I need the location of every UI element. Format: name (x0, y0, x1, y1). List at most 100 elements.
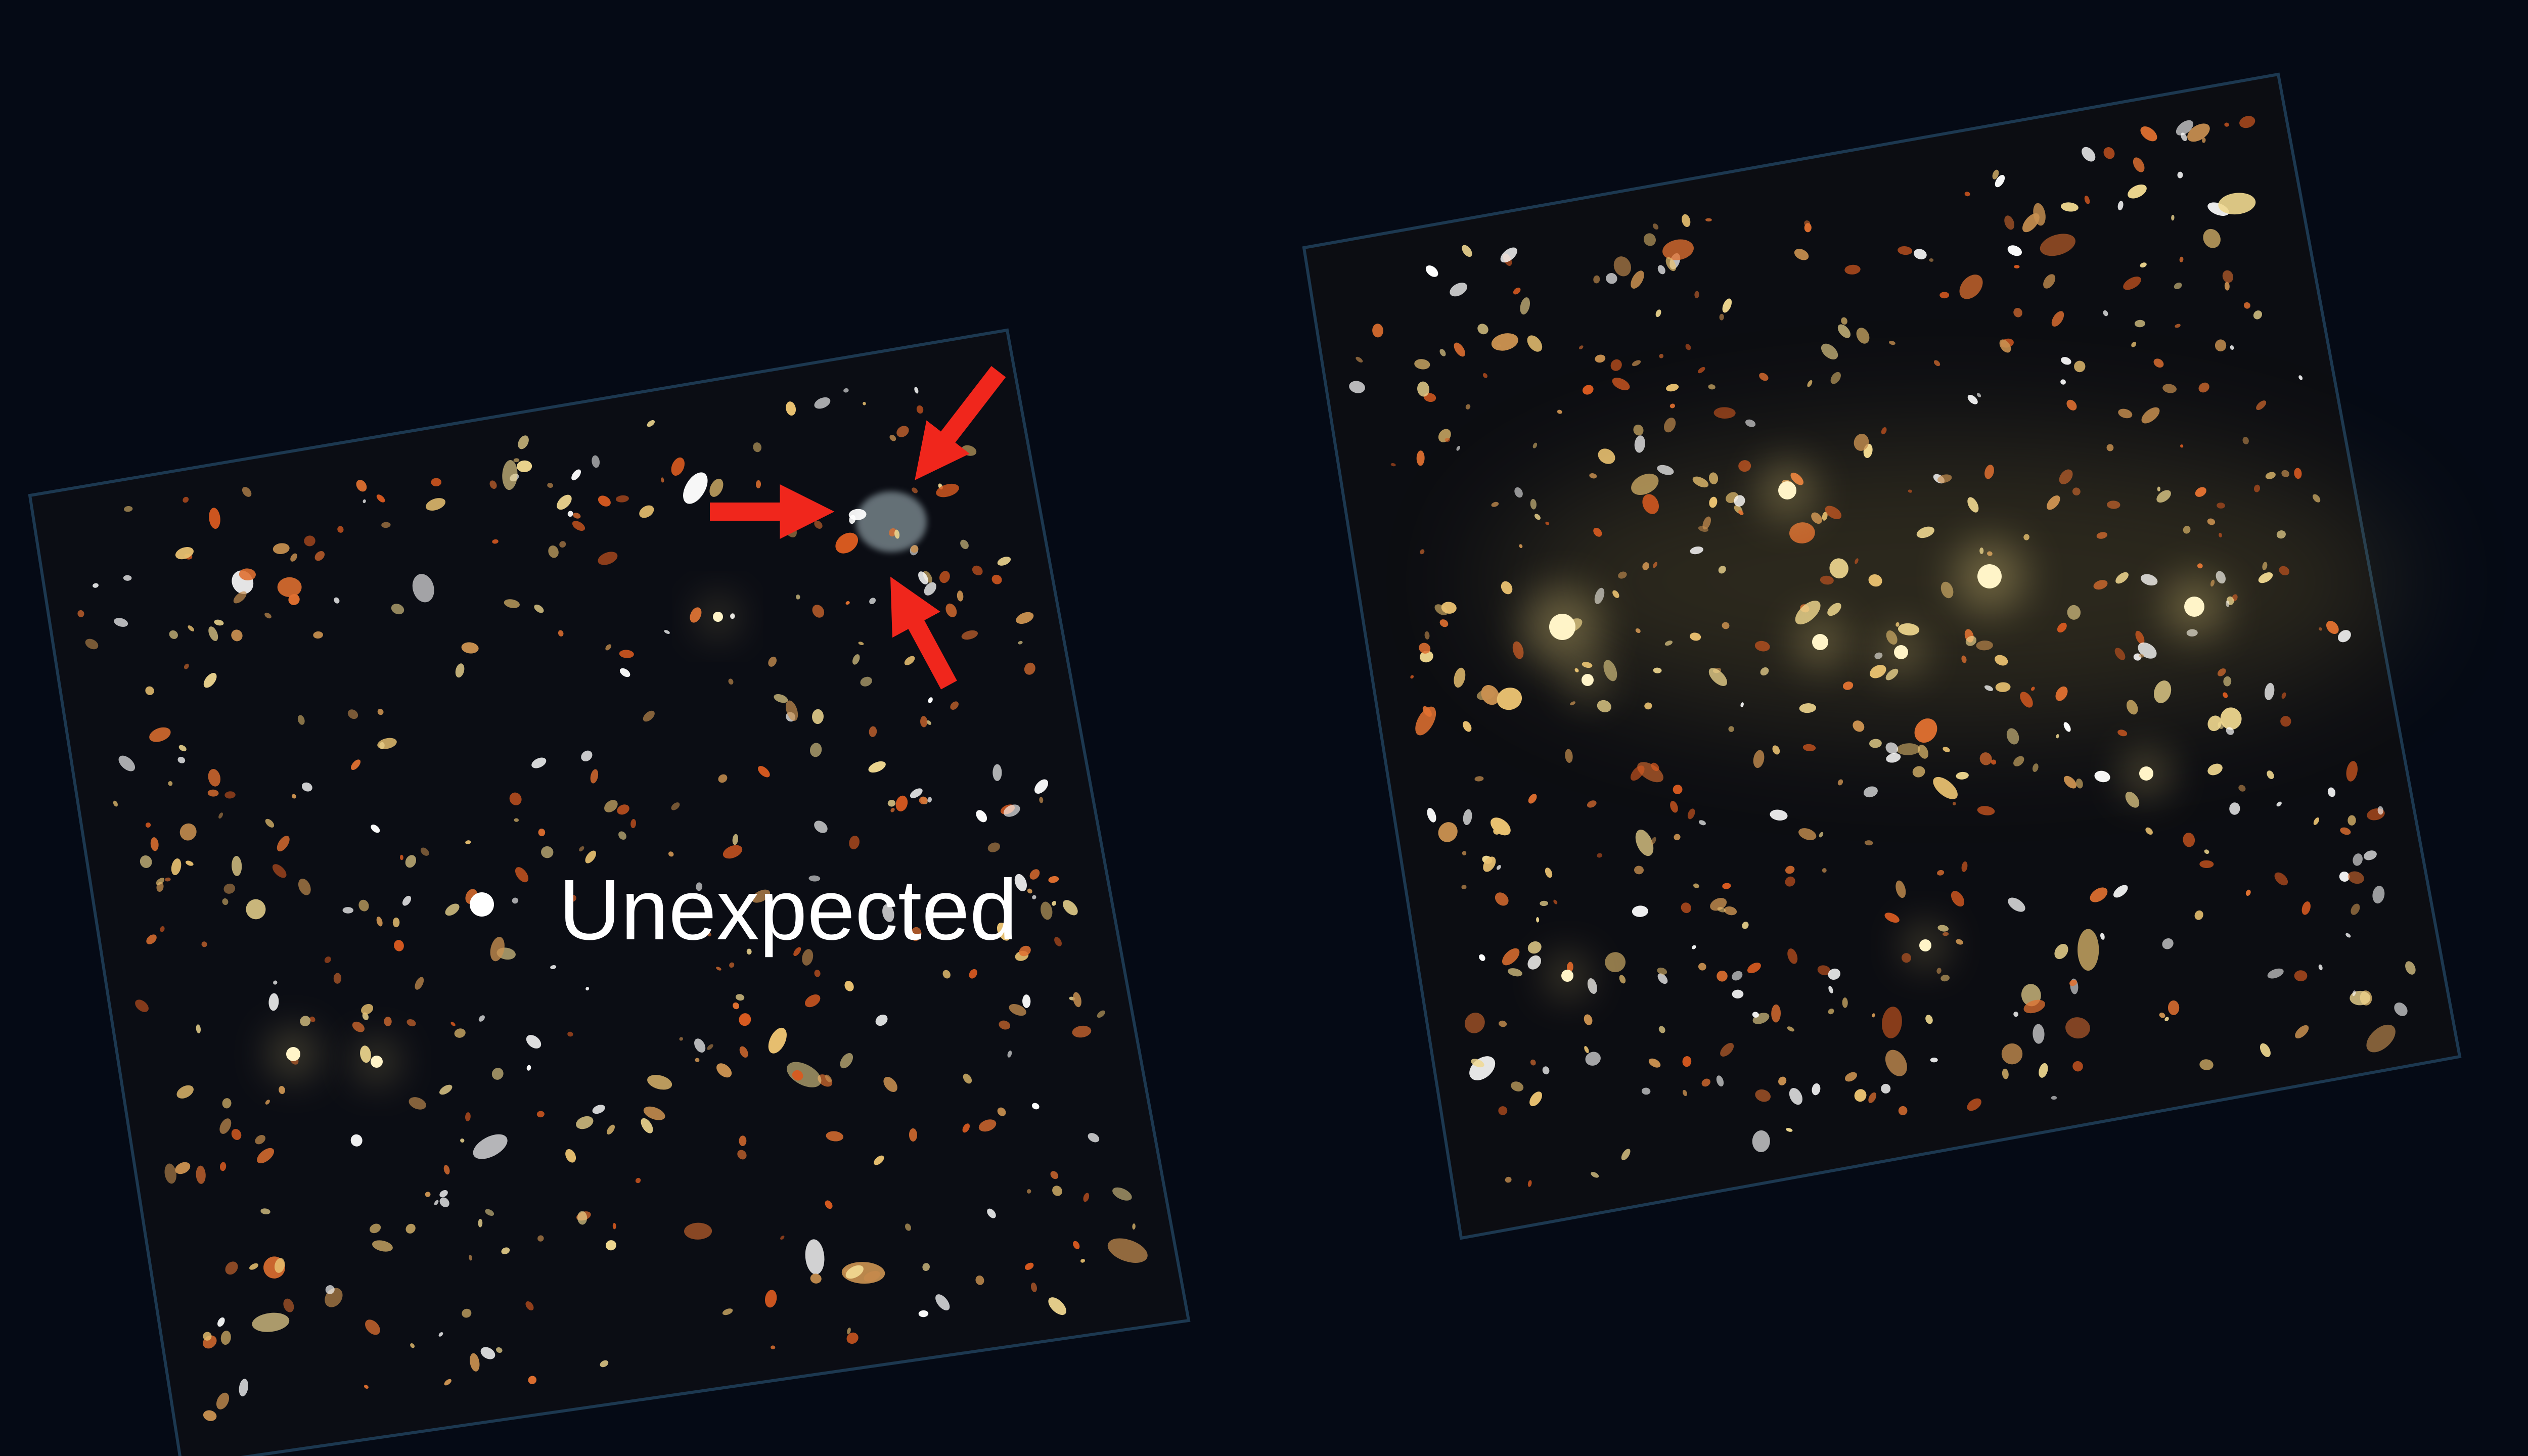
galaxy (1496, 864, 1501, 870)
galaxy (814, 970, 821, 977)
galaxy (1612, 377, 1630, 390)
galaxy (2139, 654, 2145, 658)
galaxy (1464, 1013, 1485, 1033)
galaxy (926, 720, 931, 725)
galaxy (525, 1301, 534, 1311)
galaxy (1863, 786, 1878, 798)
galaxy (1894, 645, 1908, 659)
galaxy (1673, 785, 1683, 794)
galaxy (922, 1263, 930, 1271)
galaxy (431, 478, 442, 487)
galaxy (1670, 801, 1678, 813)
galaxy (2339, 871, 2350, 882)
galaxy (220, 1331, 231, 1345)
galaxy (2057, 622, 2067, 633)
galaxy (2115, 572, 2129, 584)
galaxy (2222, 270, 2234, 283)
galaxy (2264, 682, 2275, 700)
galaxy (1898, 246, 1913, 255)
galaxy (1785, 876, 1795, 887)
galaxy (2103, 147, 2115, 159)
galaxy (2082, 147, 2096, 162)
galaxy (1881, 1083, 1891, 1094)
galaxy (1425, 265, 1438, 277)
galaxy (1642, 562, 1649, 570)
galaxy (1771, 1004, 1781, 1023)
galaxy (739, 1046, 748, 1058)
galaxy (1631, 270, 1644, 289)
galaxy (2217, 668, 2226, 676)
galaxy (1632, 360, 1641, 367)
galaxy (309, 1016, 315, 1022)
galaxy (1424, 631, 1430, 640)
galaxy (920, 716, 928, 727)
galaxy (77, 610, 84, 617)
galaxy (826, 1131, 844, 1142)
galaxy (735, 994, 745, 1001)
galaxy (1557, 410, 1562, 414)
galaxy (787, 1062, 822, 1087)
galaxy (683, 472, 708, 504)
galaxy (894, 529, 900, 539)
galaxy (1635, 830, 1654, 856)
galaxy (1918, 745, 1929, 759)
galaxy (188, 625, 195, 631)
galaxy (1881, 1007, 1902, 1038)
galaxy (298, 878, 311, 895)
galaxy (1977, 564, 2002, 588)
galaxy (203, 1332, 212, 1341)
galaxy (847, 1327, 851, 1334)
galaxy (1655, 309, 1661, 317)
galaxy (2043, 274, 2056, 289)
galaxy (1631, 473, 1659, 495)
galaxy (585, 850, 597, 863)
galaxy (179, 823, 197, 841)
galaxy (491, 1068, 504, 1080)
galaxy (224, 791, 236, 799)
galaxy (630, 818, 637, 829)
galaxy (814, 397, 831, 409)
galaxy (512, 897, 519, 904)
galaxy (2013, 308, 2022, 317)
galaxy (753, 442, 762, 452)
galaxy (1685, 344, 1691, 350)
galaxy (733, 1002, 740, 1010)
galaxy (1479, 954, 1485, 961)
galaxy (504, 599, 520, 608)
galaxy (1462, 851, 1467, 856)
galaxy (364, 1385, 369, 1389)
galaxy (1505, 1176, 1512, 1183)
galaxy (875, 1014, 888, 1026)
galaxy (571, 469, 581, 481)
galaxy (207, 789, 219, 797)
galaxy (1652, 223, 1659, 230)
galaxy (412, 574, 434, 603)
galaxy (1500, 247, 1517, 263)
galaxy (737, 1150, 747, 1160)
galaxy (1738, 460, 1751, 472)
galaxy (835, 532, 859, 554)
galaxy (1584, 1046, 1589, 1054)
galaxy (444, 1379, 452, 1386)
galaxy (219, 1118, 232, 1134)
galaxy (1410, 675, 1414, 679)
galaxy (1644, 702, 1652, 710)
galaxy (2313, 494, 2321, 503)
galaxy (2218, 193, 2256, 215)
galaxy (1030, 1282, 1037, 1292)
galaxy (1502, 948, 1520, 966)
galaxy (1666, 384, 1679, 392)
galaxy (1026, 1189, 1031, 1194)
galaxy (1520, 297, 1530, 315)
arrows (710, 366, 1006, 690)
galaxy (1595, 354, 1606, 363)
galaxy (178, 745, 187, 752)
galaxy (2013, 756, 2024, 766)
galaxy (1643, 233, 1656, 246)
galaxy (1868, 574, 1882, 587)
galaxy (1829, 558, 1848, 579)
galaxy (1063, 900, 1078, 916)
galaxy (1582, 385, 1594, 395)
galaxy (2051, 1096, 2057, 1100)
galaxy (1107, 1238, 1148, 1263)
